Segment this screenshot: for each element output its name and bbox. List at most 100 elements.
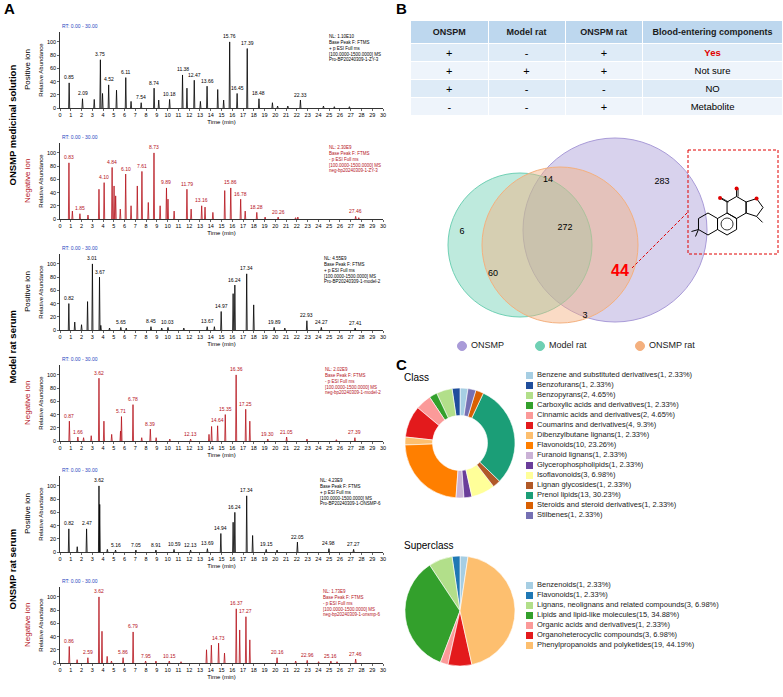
svg-text:15: 15 xyxy=(218,556,224,562)
svg-text:25: 25 xyxy=(326,556,332,562)
svg-text:21: 21 xyxy=(283,112,289,118)
svg-text:12: 12 xyxy=(186,223,192,229)
svg-text:16.24: 16.24 xyxy=(228,277,241,283)
svg-text:8.45: 8.45 xyxy=(146,318,156,324)
svg-text:29: 29 xyxy=(369,112,375,118)
svg-text:8: 8 xyxy=(145,445,148,451)
svg-text:Time (min): Time (min) xyxy=(207,674,235,680)
svg-text:6: 6 xyxy=(123,556,126,562)
svg-text:0: 0 xyxy=(58,667,61,673)
svg-text:Time (min): Time (min) xyxy=(207,119,235,125)
svg-text:11.79: 11.79 xyxy=(181,181,193,187)
svg-text:13.67: 13.67 xyxy=(201,318,214,324)
svg-text:0: 0 xyxy=(53,216,56,222)
svg-text:15: 15 xyxy=(218,445,224,451)
svg-text:0: 0 xyxy=(53,438,56,444)
svg-text:NL: 2.30E9Base Peak F: FTMS- p: NL: 2.30E9Base Peak F: FTMS- p ESI Full … xyxy=(329,145,381,173)
svg-text:14.97: 14.97 xyxy=(215,303,228,309)
svg-text:12: 12 xyxy=(186,556,192,562)
svg-text:22: 22 xyxy=(294,334,300,340)
svg-text:12.47: 12.47 xyxy=(188,72,201,78)
svg-text:24: 24 xyxy=(315,445,321,451)
svg-text:12.13: 12.13 xyxy=(184,431,197,437)
svg-text:26: 26 xyxy=(337,334,343,340)
svg-text:19: 19 xyxy=(262,667,268,673)
svg-text:17.25: 17.25 xyxy=(239,401,252,407)
svg-text:100: 100 xyxy=(47,594,56,600)
svg-text:80: 80 xyxy=(50,274,56,280)
svg-text:0: 0 xyxy=(58,112,61,118)
svg-text:22.93: 22.93 xyxy=(300,312,313,318)
svg-text:10: 10 xyxy=(165,112,171,118)
svg-text:20: 20 xyxy=(50,92,56,98)
svg-text:Negative ion: Negative ion xyxy=(23,603,32,647)
svg-text:16: 16 xyxy=(229,556,235,562)
svg-text:16: 16 xyxy=(229,667,235,673)
svg-text:283: 283 xyxy=(654,176,669,186)
svg-text:19.89: 19.89 xyxy=(268,319,281,325)
svg-text:28: 28 xyxy=(358,445,364,451)
svg-text:13: 13 xyxy=(197,223,203,229)
svg-text:2: 2 xyxy=(80,223,83,229)
svg-text:9: 9 xyxy=(155,667,158,673)
svg-text:44: 44 xyxy=(611,262,629,279)
svg-text:28: 28 xyxy=(358,667,364,673)
svg-text:1.66: 1.66 xyxy=(73,429,83,435)
svg-text:15.86: 15.86 xyxy=(224,179,237,185)
svg-text:10.59: 10.59 xyxy=(168,541,181,547)
svg-text:14: 14 xyxy=(208,334,214,340)
svg-text:0.82: 0.82 xyxy=(64,295,74,301)
svg-text:4: 4 xyxy=(102,223,105,229)
svg-text:24: 24 xyxy=(315,334,321,340)
svg-text:80: 80 xyxy=(50,163,56,169)
svg-text:3: 3 xyxy=(91,445,94,451)
svg-text:14: 14 xyxy=(208,445,214,451)
svg-text:0.82: 0.82 xyxy=(64,520,74,526)
svg-text:26: 26 xyxy=(337,556,343,562)
svg-text:RT: 0.00 - 30.00: RT: 0.00 - 30.00 xyxy=(62,23,98,29)
svg-text:5: 5 xyxy=(112,334,115,340)
svg-text:17.27: 17.27 xyxy=(239,608,252,614)
svg-text:NL: 2.02E9Base Peak F: FTMS- p: NL: 2.02E9Base Peak F: FTMS- p ESI Full … xyxy=(325,367,381,395)
svg-text:5: 5 xyxy=(112,112,115,118)
svg-text:4: 4 xyxy=(102,445,105,451)
svg-text:7: 7 xyxy=(134,334,137,340)
svg-text:6: 6 xyxy=(123,445,126,451)
svg-text:12: 12 xyxy=(186,667,192,673)
svg-text:3: 3 xyxy=(91,334,94,340)
svg-text:20: 20 xyxy=(272,334,278,340)
svg-text:6: 6 xyxy=(123,223,126,229)
svg-text:8: 8 xyxy=(145,667,148,673)
svg-text:11: 11 xyxy=(176,112,182,118)
svg-text:8.91: 8.91 xyxy=(151,542,161,548)
svg-text:7.61: 7.61 xyxy=(137,163,147,169)
svg-text:22.05: 22.05 xyxy=(291,534,304,540)
svg-text:6: 6 xyxy=(123,112,126,118)
svg-text:14.64: 14.64 xyxy=(211,417,224,423)
svg-text:24.27: 24.27 xyxy=(315,319,328,325)
svg-text:5.16: 5.16 xyxy=(111,542,121,548)
svg-text:2: 2 xyxy=(80,334,83,340)
svg-text:13: 13 xyxy=(197,112,203,118)
svg-text:8: 8 xyxy=(145,223,148,229)
svg-text:RT: 0.00 - 30.00: RT: 0.00 - 30.00 xyxy=(62,578,98,584)
svg-text:40: 40 xyxy=(50,300,56,306)
svg-text:7.05: 7.05 xyxy=(131,542,141,548)
svg-text:28: 28 xyxy=(358,112,364,118)
svg-text:14: 14 xyxy=(208,556,214,562)
svg-text:22: 22 xyxy=(294,445,300,451)
svg-text:Negative ion: Negative ion xyxy=(23,159,32,203)
svg-text:2: 2 xyxy=(80,556,83,562)
svg-text:17: 17 xyxy=(240,556,246,562)
svg-text:60: 60 xyxy=(50,398,56,404)
svg-text:14.73: 14.73 xyxy=(212,635,225,641)
svg-text:27: 27 xyxy=(348,112,354,118)
svg-text:15: 15 xyxy=(218,112,224,118)
svg-text:60: 60 xyxy=(488,268,498,278)
svg-text:17.39: 17.39 xyxy=(241,40,254,46)
svg-text:22: 22 xyxy=(294,556,300,562)
svg-text:25.16: 25.16 xyxy=(324,653,337,659)
svg-text:7.54: 7.54 xyxy=(136,94,146,100)
svg-text:22: 22 xyxy=(294,112,300,118)
svg-text:18.48: 18.48 xyxy=(252,90,265,96)
